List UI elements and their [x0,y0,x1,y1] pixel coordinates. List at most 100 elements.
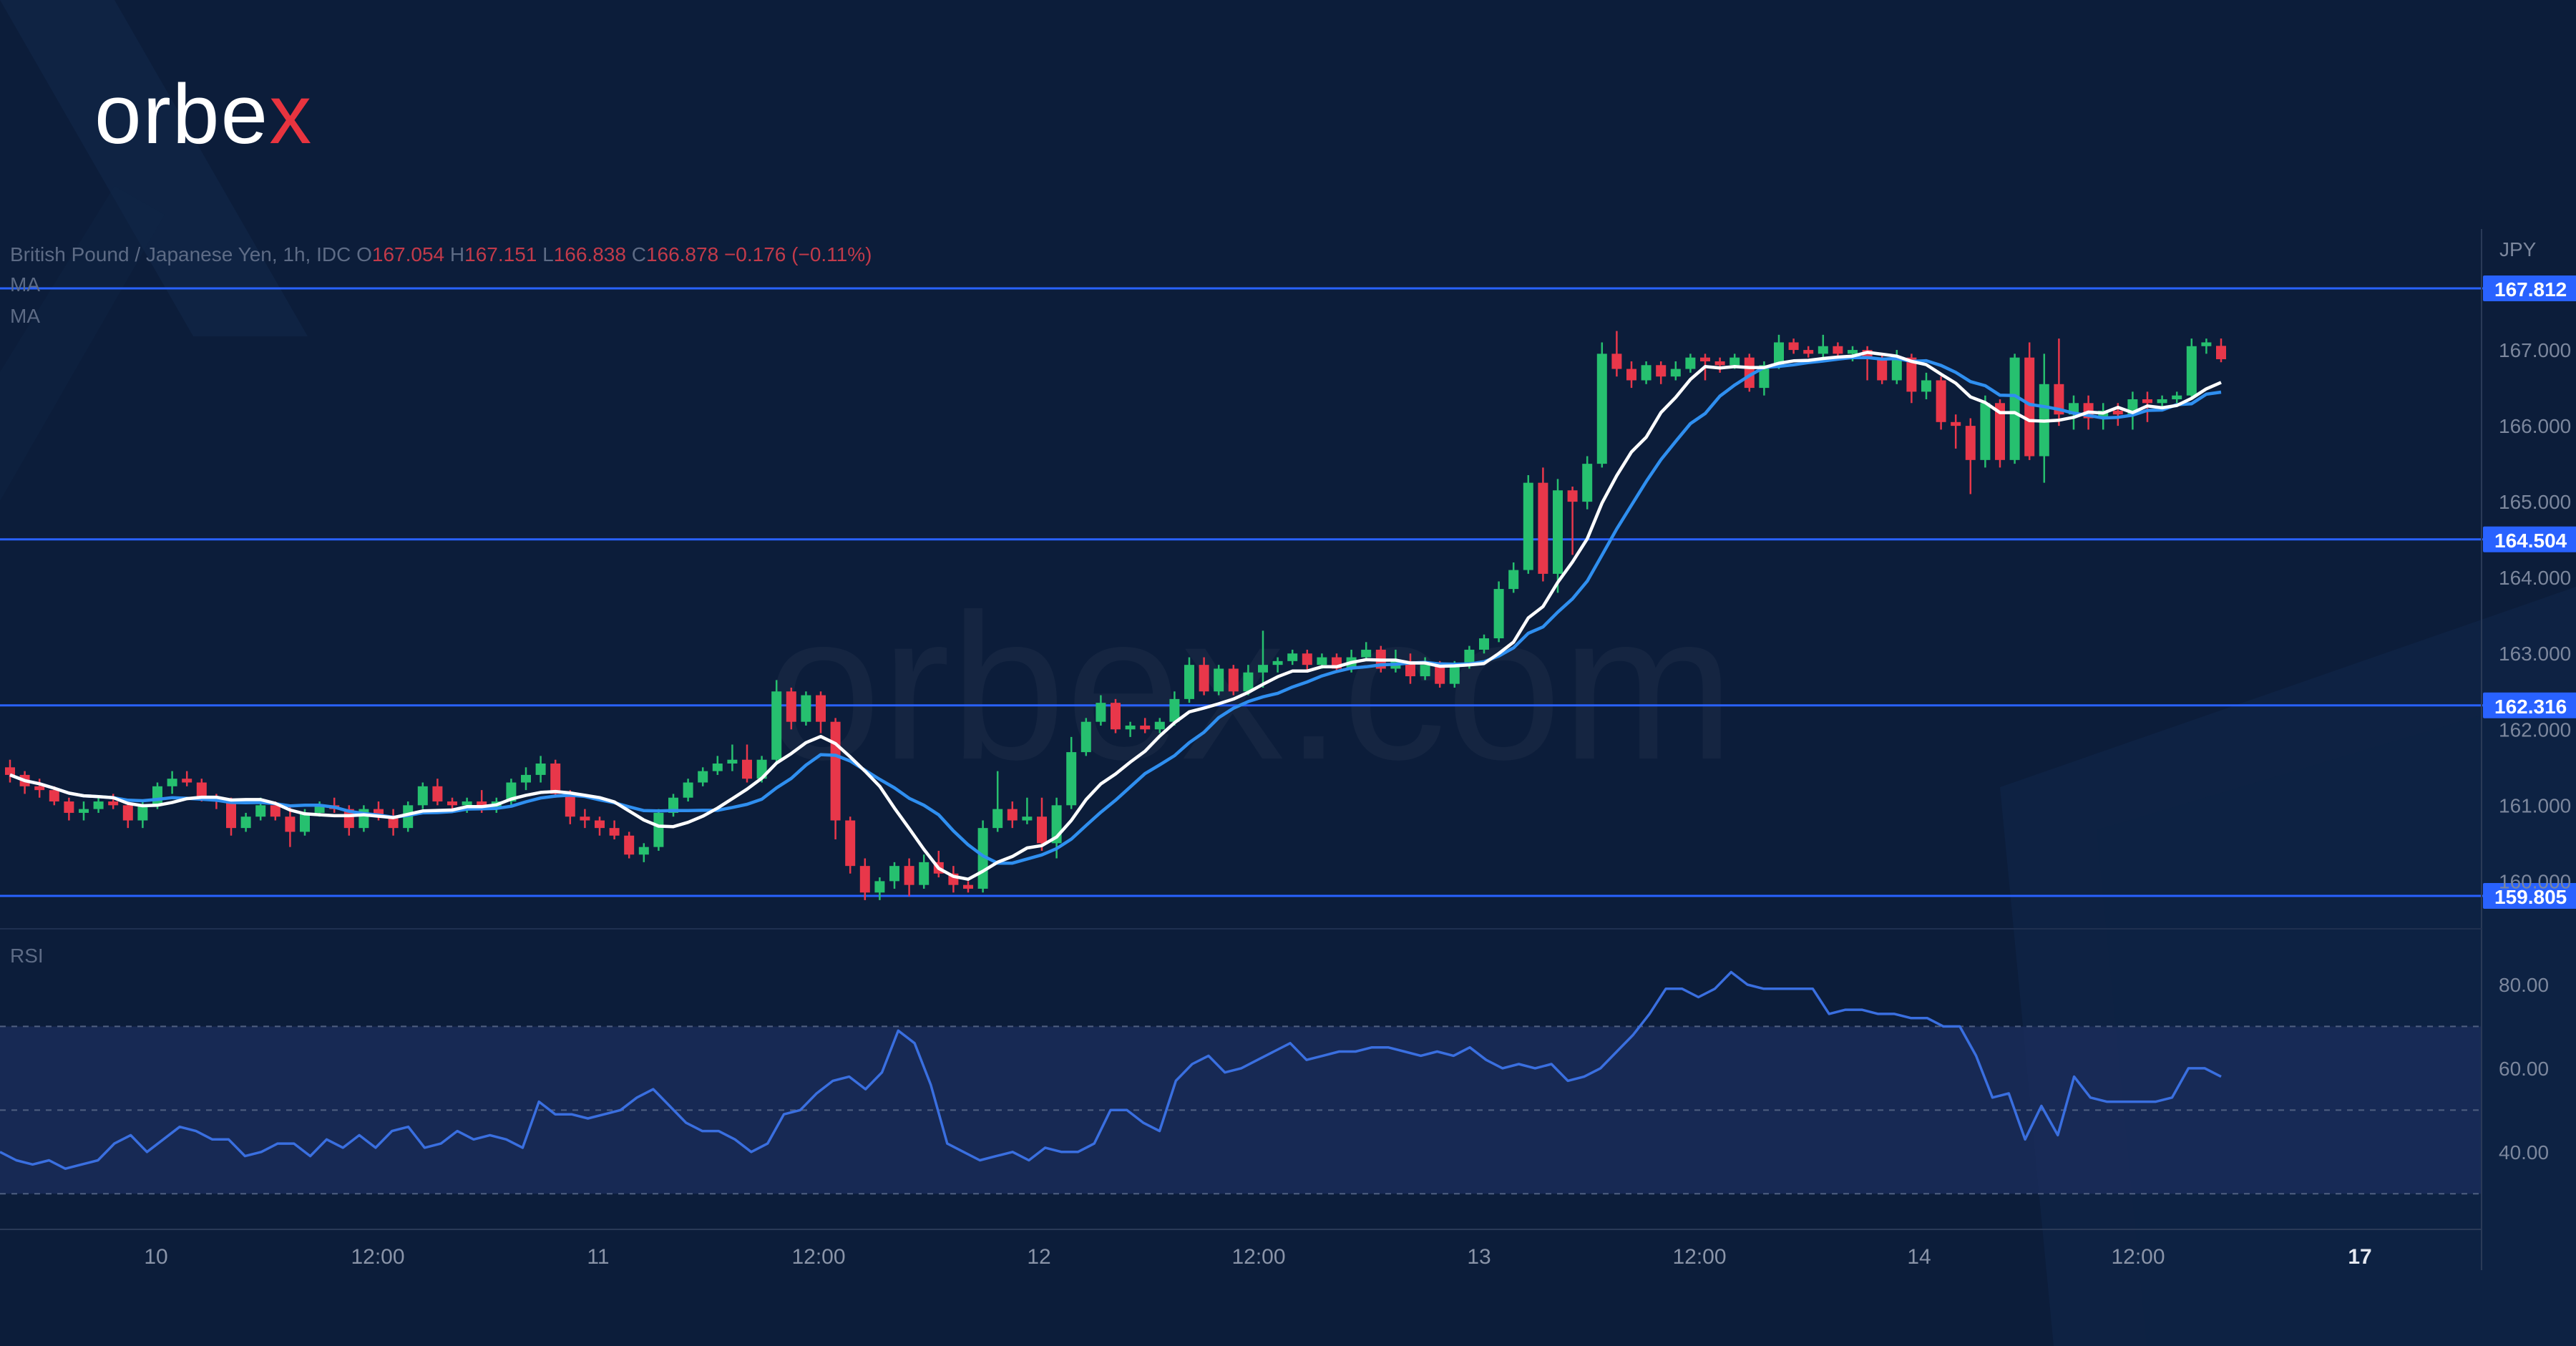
rsi-tick-label: 40.00 [2499,1141,2549,1164]
candle-down [1111,703,1121,730]
candle-up [535,764,546,775]
candle-down [5,767,15,775]
price-tick-label: 160.000 [2499,870,2571,892]
candle-up [889,866,899,882]
candle-down [1700,357,1710,361]
level-tag-label: 159.805 [2494,886,2567,908]
candle-down [624,835,635,855]
candle-up [1022,816,1033,821]
candle-up [1479,638,1489,650]
axis-layer: 167.000 166.000 165.000 164.000 163.000 162.0… [0,229,2571,1270]
candle-up [712,764,723,771]
candle-down [742,759,752,779]
ohlc-close: 166.878 [645,243,719,265]
level-tag-label: 164.504 [2494,530,2567,552]
rsi-band-layer [0,1025,2482,1195]
ohlc-close-label: C [631,243,646,265]
candle-down [1567,490,1578,502]
ohlc-high-label: H [449,243,465,265]
brand-logo-accent: x [269,67,313,162]
candle-down [595,820,605,829]
candle-down [830,721,841,821]
candle-down [343,809,354,829]
level-tag [2483,275,2576,301]
candle-up [1464,649,1475,665]
level-tag [2483,526,2576,552]
candle-up [1243,672,1254,692]
candle-down [845,820,856,867]
candle-up [638,847,649,855]
candle-up [2157,399,2167,404]
candle-up [1272,660,1283,665]
time-tick-label: 12:00 [791,1245,845,1269]
brand-logo: orbex [94,66,313,163]
bg-stripe [0,186,165,501]
candle-down [1140,725,1151,730]
candle-down [565,794,575,817]
candle-down [904,866,914,885]
candlestick-series [5,331,2226,900]
level-tag-label: 162.316 [2494,696,2567,718]
time-tick-label: 12 [1027,1245,1050,1269]
candle-up [79,809,89,813]
candle-up [1080,721,1091,753]
bg-stripe [0,0,308,336]
candle-down [1538,482,1548,574]
candle-up [771,691,782,760]
rsi-tick-label: 60.00 [2499,1058,2549,1080]
time-tick-label: 17 [2348,1245,2371,1269]
candle-down [1199,665,1209,692]
price-tick-label: 166.000 [2499,415,2571,437]
candle-down [388,816,399,829]
time-tick-label: 13 [1467,1245,1491,1269]
symbol-legend: British Pound / Japanese Yen, 1h, IDC O1… [10,243,872,266]
candle-up [1154,721,1165,730]
candle-down [1936,380,1946,422]
ma-slow-line [9,356,2222,865]
rsi-label: RSI [10,945,44,967]
candle-down [196,782,207,798]
candle-up [801,695,811,722]
candle-down [1405,660,1415,677]
brand-logo-main: orbe [94,67,270,162]
time-tick-label: 10 [144,1245,167,1269]
price-tick-label: 162.000 [2499,718,2571,741]
candle-down [49,790,59,802]
price-tick-label: 163.000 [2499,643,2571,665]
candle-down [1656,365,1667,377]
moving-averages [9,351,2222,881]
candle-up [506,782,517,802]
candle-up [919,862,930,885]
candle-down [859,866,870,893]
candle-up [1184,665,1194,699]
candle-up [2172,395,2182,399]
candle-up [1980,403,1991,460]
price-change: −0.176 (−0.11%) [723,243,872,265]
candle-down [270,805,280,817]
candle-up [653,812,664,847]
candle-up [152,786,162,806]
candle-down [1626,369,1636,381]
candle-down [2024,357,2035,457]
candle-down [285,816,296,832]
candle-up [1670,369,1681,377]
level-tag [2483,883,2576,909]
candle-down [1788,342,1799,351]
currency-label: JPY [2499,238,2537,260]
candle-up [1818,346,1828,354]
candle-up [1125,725,1136,730]
candle-down [1302,653,1312,665]
candle-down [122,805,133,821]
symbol-name: British Pound / Japanese Yen, 1h, IDC [10,243,351,265]
candle-down [580,816,590,821]
candle-down [1877,357,1888,381]
time-tick-label: 12:00 [1672,1245,1726,1269]
candle-up [1891,357,1902,381]
candle-down [447,801,457,806]
candle-down [816,695,826,722]
candle-up [1258,665,1268,673]
candle-down [64,801,74,813]
candle-down [963,884,973,889]
candle-up [314,805,325,813]
